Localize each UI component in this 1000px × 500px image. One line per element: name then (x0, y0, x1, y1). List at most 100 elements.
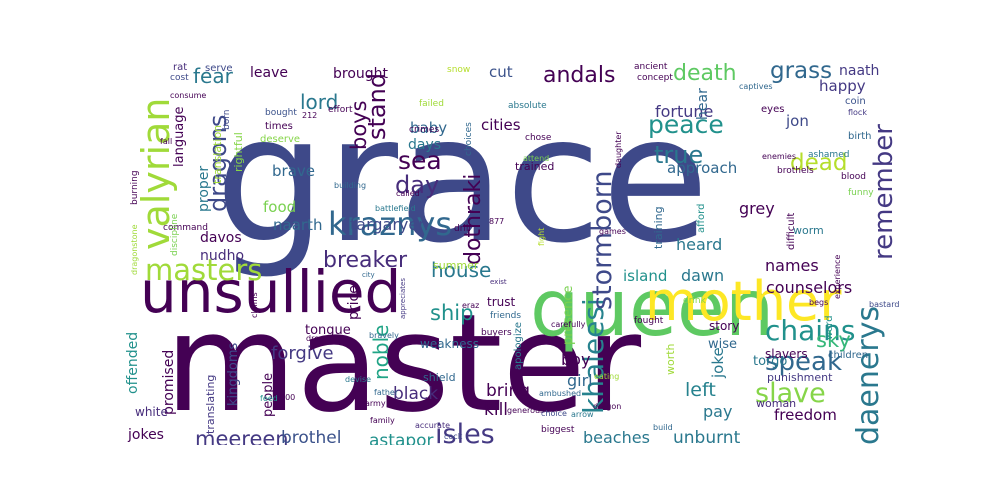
word-unburnt: unburnt (673, 428, 741, 445)
word-command: command (163, 223, 208, 233)
word-brothel: brothel (281, 428, 341, 445)
word-choices: choices (464, 122, 474, 156)
word-word: word (824, 315, 835, 340)
word-effort: effort (328, 105, 353, 115)
word-jon: jon (785, 112, 809, 130)
word-dragon: dragon (593, 402, 621, 411)
word-true: true (654, 141, 703, 169)
word-ancient: ancient (634, 62, 668, 72)
word-er-z: erаz (462, 301, 479, 310)
word-build: build (653, 423, 673, 432)
word-daenerys: daenerys (851, 306, 886, 445)
word-shield: shield (423, 371, 456, 384)
word-burning: burning (130, 170, 140, 205)
word-masters: masters (145, 253, 262, 287)
word-approach: approach (667, 159, 737, 177)
word-meereen: meereen (195, 427, 289, 445)
word-appreciates: appreciates (399, 278, 407, 319)
word-fought: fought (634, 316, 664, 326)
word-proper: proper (196, 166, 212, 212)
word-hear: hear (695, 88, 711, 120)
word-counselors: counselors (766, 278, 852, 297)
word-friends: friends (490, 311, 521, 321)
word-father: father (374, 388, 399, 397)
word-army: army (365, 399, 386, 408)
word-discipline: discipline (170, 213, 180, 256)
word-000: 000 (280, 393, 295, 402)
word-girl: girl (567, 371, 593, 390)
word-bastard: bastard (869, 300, 899, 309)
word-times: times (265, 121, 293, 132)
word-captives: captives (739, 82, 773, 91)
word-enemies: enemies (762, 152, 796, 161)
word-punishment: punishment (767, 371, 833, 384)
word-exist: exist (490, 278, 507, 286)
word-queen: queen (530, 264, 774, 354)
word-joke: joke (709, 347, 727, 379)
word-left: left (685, 379, 716, 401)
word-stormborn: stormborn (587, 171, 618, 311)
word-choice: choice (541, 409, 567, 418)
word-dead: dead (790, 150, 847, 176)
word-funny: funny (848, 188, 874, 198)
word-brave: brave (272, 162, 315, 180)
word-day: day (395, 171, 439, 199)
word-dawn: dawn (681, 266, 724, 285)
word-price: price (346, 285, 362, 320)
word-kill: kill (484, 400, 508, 420)
word-attend: attend (523, 154, 549, 163)
word-rightful: rightful (232, 132, 245, 172)
word-kraznys: kraznys (328, 205, 452, 243)
word-birth: birth (848, 131, 872, 142)
word-bring: bring (486, 381, 530, 401)
word-noble: noble (369, 325, 393, 380)
word-carefully: carefully (551, 320, 586, 329)
word-877: 877 (489, 217, 504, 226)
word-feed: feed (260, 394, 278, 403)
word-building: building (334, 181, 366, 190)
word-andals: andals (543, 63, 615, 88)
word-claims: claims (250, 292, 259, 318)
word-cut: cut (489, 63, 513, 81)
word-story: story (709, 319, 739, 333)
word-dragons: dragons (204, 115, 232, 212)
word-grey: grey (739, 199, 775, 218)
word-concept: concept (637, 73, 673, 83)
word-woman: woman (756, 397, 796, 410)
word-days: days (408, 137, 441, 153)
word-sky: sky (816, 328, 851, 352)
word-food: food (263, 198, 296, 216)
word-city: city (362, 271, 375, 279)
word-death: death (673, 61, 737, 86)
word-unsullied: unsullied (140, 258, 401, 326)
word-ship: ship (430, 301, 473, 325)
word-tongue: tongue (305, 323, 351, 338)
word-called: called (396, 189, 420, 198)
word-daughter: daughter (614, 131, 623, 168)
word-nudho: nudho (200, 248, 244, 264)
word-failed: failed (419, 99, 444, 109)
word-valyrian: valyrian (134, 98, 178, 250)
word-pay: pay (703, 402, 732, 421)
word-accurate: accurate (415, 421, 450, 430)
word-torgo: torgo (753, 354, 787, 369)
word-translation: translation (211, 125, 224, 184)
word-grass: grass (770, 60, 832, 84)
word-worth: worth (664, 343, 677, 375)
word-fortune: fortune (655, 102, 713, 121)
word-isles: isles (435, 419, 495, 445)
word-brothels: brothels (777, 166, 814, 176)
word-absolute: absolute (508, 101, 547, 111)
word-people: people (261, 373, 276, 417)
word-children: children (828, 350, 868, 361)
word-fall: fall (160, 137, 172, 146)
word-bravely: bravely (369, 331, 399, 340)
word-battlefield: battlefield (375, 204, 416, 213)
word-summer: summer (433, 259, 479, 272)
word-fear: fear (193, 64, 234, 88)
word-boys: boys (347, 100, 371, 150)
word-baby: baby (410, 119, 447, 137)
word-experience: experience (833, 255, 842, 299)
word-chose: chose (525, 133, 552, 143)
